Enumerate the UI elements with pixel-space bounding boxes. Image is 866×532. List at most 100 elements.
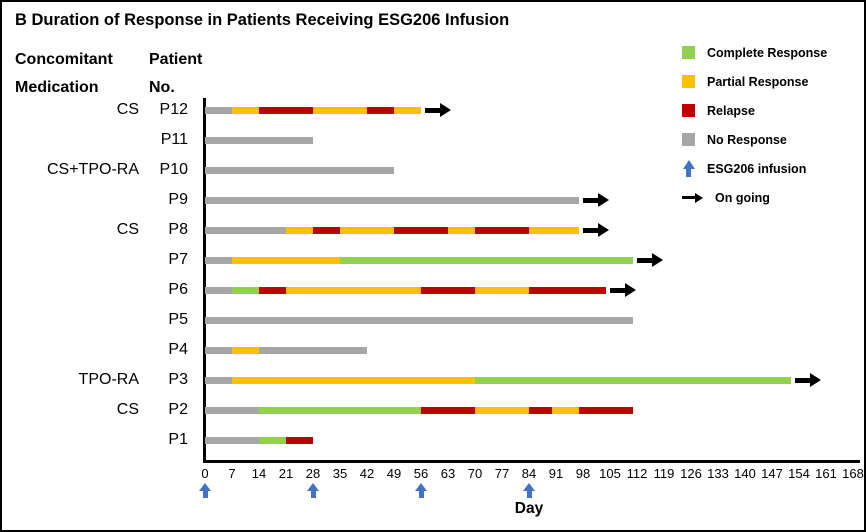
bar-segment-partial bbox=[232, 106, 259, 114]
bar-segment-none bbox=[205, 196, 580, 204]
bar-segment-complete bbox=[259, 406, 421, 414]
x-tick-label: 168 bbox=[842, 466, 864, 481]
bar-segment-relapse bbox=[529, 286, 607, 294]
x-tick-label: 105 bbox=[599, 466, 621, 481]
x-tick-label: 161 bbox=[815, 466, 837, 481]
patient-header-line1: Patient bbox=[149, 51, 203, 68]
legend-label: Partial Response bbox=[707, 74, 809, 89]
bar-segment-none bbox=[205, 256, 232, 264]
x-tick-label: 21 bbox=[278, 466, 294, 481]
patient-label: P12 bbox=[159, 101, 188, 118]
ongoing-arrow-icon bbox=[610, 283, 637, 297]
medication-header-line2: Medication bbox=[15, 79, 99, 96]
x-tick-label: 56 bbox=[413, 466, 429, 481]
ongoing-arrow-icon bbox=[583, 223, 610, 237]
bar-segment-none bbox=[205, 106, 232, 114]
bar-segment-partial bbox=[286, 226, 313, 234]
patient-header-line2: No. bbox=[149, 79, 175, 96]
bar-segment-none bbox=[205, 166, 394, 174]
patient-label: P2 bbox=[168, 401, 188, 418]
medication-label: CS+TPO-RA bbox=[46, 161, 139, 178]
bar-segment-relapse bbox=[421, 406, 475, 414]
ongoing-arrow-icon bbox=[795, 373, 822, 387]
bar-segment-partial bbox=[286, 286, 421, 294]
bar-segment-partial bbox=[475, 406, 529, 414]
infusion-up-arrow-icon bbox=[682, 160, 695, 177]
legend-label: Complete Response bbox=[707, 45, 828, 60]
bar-segment-none bbox=[205, 346, 232, 354]
x-axis-line bbox=[203, 460, 860, 463]
legend-item-partial-response: Partial Response bbox=[682, 67, 827, 96]
x-tick-label: 140 bbox=[734, 466, 756, 481]
legend-item-esg206-infusion: ESG206 infusion bbox=[682, 154, 827, 183]
medication-label: CS bbox=[116, 221, 139, 238]
x-tick-label: 77 bbox=[494, 466, 510, 481]
bar-segment-none bbox=[205, 436, 259, 444]
bar-segment-partial bbox=[313, 106, 367, 114]
medication-label: CS bbox=[116, 401, 139, 418]
patient-label: P9 bbox=[168, 191, 188, 208]
medication-label: CS bbox=[116, 101, 139, 118]
relapse-swatch-icon bbox=[682, 104, 695, 117]
bar-segment-partial bbox=[340, 226, 394, 234]
bar-segment-relapse bbox=[579, 406, 634, 414]
bar-segment-partial bbox=[448, 226, 475, 234]
x-tick-label: 119 bbox=[653, 466, 675, 481]
bar-segment-relapse bbox=[313, 226, 340, 234]
patient-label: P5 bbox=[168, 311, 188, 328]
complete-response-swatch-icon bbox=[682, 46, 695, 59]
patient-label: P6 bbox=[168, 281, 188, 298]
bar-segment-none bbox=[205, 286, 232, 294]
chart-title: B Duration of Response in Patients Recei… bbox=[15, 11, 510, 29]
legend-item-complete-response: Complete Response bbox=[682, 38, 827, 67]
patient-label: P10 bbox=[159, 161, 188, 178]
patient-label: P11 bbox=[160, 131, 188, 148]
patient-label: P4 bbox=[168, 341, 188, 358]
legend-label: On going bbox=[715, 190, 770, 205]
bar-segment-partial bbox=[552, 406, 580, 414]
ongoing-arrow-icon bbox=[425, 103, 451, 117]
x-tick-label: 126 bbox=[680, 466, 702, 481]
bar-segment-partial bbox=[475, 286, 529, 294]
bar-segment-relapse bbox=[475, 226, 529, 234]
legend-label: No Response bbox=[707, 132, 787, 147]
x-tick-label: 0 bbox=[201, 466, 209, 481]
x-tick-label: 63 bbox=[440, 466, 456, 481]
legend-label: Relapse bbox=[707, 103, 755, 118]
no-response-swatch-icon bbox=[682, 133, 695, 146]
x-tick-label: 28 bbox=[305, 466, 321, 481]
patient-label: P8 bbox=[168, 221, 188, 238]
x-tick-label: 7 bbox=[228, 466, 236, 481]
x-tick-label: 42 bbox=[359, 466, 375, 481]
x-tick-label: 49 bbox=[386, 466, 402, 481]
patient-label: P1 bbox=[168, 431, 188, 448]
bar-segment-partial bbox=[394, 106, 421, 114]
x-tick-label: 147 bbox=[761, 466, 783, 481]
bar-segment-none bbox=[205, 316, 634, 324]
patient-column-header: Patient No. bbox=[149, 46, 202, 102]
bar-segment-partial bbox=[232, 376, 475, 384]
bar-segment-none bbox=[259, 346, 367, 354]
bar-segment-relapse bbox=[421, 286, 475, 294]
x-tick-label: 154 bbox=[788, 466, 810, 481]
ongoing-arrow-icon bbox=[583, 193, 610, 207]
x-tick-label: 35 bbox=[332, 466, 348, 481]
bar-segment-partial bbox=[232, 256, 340, 264]
ongoing-arrow-icon bbox=[637, 253, 664, 267]
bar-segment-complete bbox=[475, 376, 792, 384]
y-axis-line bbox=[203, 98, 206, 463]
x-tick-label: 14 bbox=[251, 466, 267, 481]
legend-item-on-going: On going bbox=[682, 183, 827, 212]
legend-label: ESG206 infusion bbox=[707, 161, 807, 176]
partial-response-swatch-icon bbox=[682, 75, 695, 88]
legend-item-no-response: No Response bbox=[682, 125, 827, 154]
legend: Complete Response Partial Response Relap… bbox=[682, 38, 827, 212]
bar-segment-complete bbox=[232, 286, 259, 294]
bar-segment-relapse bbox=[367, 106, 394, 114]
bar-segment-none bbox=[205, 226, 286, 234]
x-axis-title: Day bbox=[514, 500, 544, 517]
legend-item-relapse: Relapse bbox=[682, 96, 827, 125]
infusion-arrow-icon bbox=[199, 483, 211, 498]
